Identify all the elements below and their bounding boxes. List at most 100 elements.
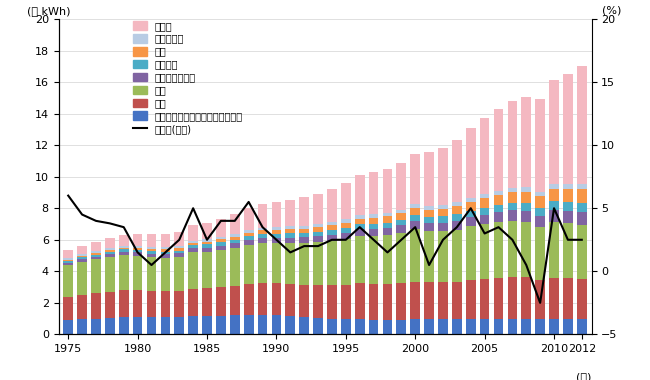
Bar — [257, 315, 267, 334]
Bar — [299, 233, 309, 238]
Bar — [452, 206, 461, 214]
増加率(右軸) — [148, 263, 155, 267]
Bar — [147, 247, 157, 249]
Bar — [493, 320, 503, 334]
Bar — [396, 225, 406, 233]
Bar — [369, 229, 378, 236]
Bar — [438, 217, 448, 223]
Bar — [77, 256, 87, 257]
Bar — [577, 318, 587, 334]
Bar — [438, 223, 448, 231]
増加率(右軸) — [217, 218, 225, 223]
Bar — [521, 211, 531, 222]
Bar — [396, 163, 406, 209]
Bar — [536, 208, 545, 216]
Bar — [105, 257, 114, 292]
Bar — [355, 236, 365, 283]
Bar — [327, 318, 337, 334]
Bar — [188, 245, 198, 249]
Bar — [133, 248, 142, 250]
Bar — [424, 223, 434, 231]
Bar — [161, 249, 170, 252]
Bar — [77, 262, 87, 295]
増加率(右軸) — [245, 200, 253, 204]
Bar — [563, 184, 573, 189]
Bar — [161, 252, 170, 254]
Bar — [424, 231, 434, 282]
Bar — [313, 242, 323, 285]
Bar — [63, 250, 73, 258]
Bar — [285, 238, 295, 243]
Bar — [133, 234, 142, 246]
Bar — [202, 244, 212, 247]
Bar — [188, 252, 198, 289]
Bar — [202, 252, 212, 288]
Bar — [438, 209, 448, 217]
増加率(右軸) — [439, 238, 447, 242]
Bar — [341, 233, 351, 239]
Bar — [521, 192, 531, 203]
増加率(右軸) — [287, 250, 294, 255]
Bar — [549, 210, 559, 222]
Bar — [327, 241, 337, 285]
増加率(右軸) — [328, 238, 336, 242]
増加率(右軸) — [176, 238, 183, 242]
Bar — [521, 187, 531, 192]
Bar — [355, 229, 365, 236]
Bar — [230, 234, 240, 237]
Bar — [77, 257, 87, 259]
Bar — [257, 238, 267, 243]
Bar — [508, 203, 517, 211]
Bar — [396, 209, 406, 213]
Bar — [119, 290, 129, 317]
Bar — [63, 263, 73, 265]
Bar — [230, 243, 240, 248]
Bar — [480, 215, 489, 224]
Text: (兆 kWh): (兆 kWh) — [27, 6, 70, 16]
Bar — [536, 192, 545, 196]
Bar — [536, 216, 545, 227]
増加率(右軸) — [550, 206, 558, 211]
Bar — [272, 238, 281, 243]
Bar — [313, 285, 323, 318]
Bar — [493, 109, 503, 191]
Bar — [508, 221, 517, 277]
Bar — [410, 221, 420, 229]
Bar — [285, 200, 295, 226]
増加率(右軸) — [425, 263, 433, 267]
Bar — [230, 315, 240, 334]
Bar — [133, 246, 142, 248]
Bar — [466, 202, 476, 211]
増加率(右軸) — [384, 250, 391, 255]
Bar — [244, 236, 254, 240]
Bar — [341, 183, 351, 219]
Bar — [285, 233, 295, 238]
Bar — [424, 210, 434, 217]
増加率(右軸) — [120, 225, 127, 230]
Bar — [230, 248, 240, 285]
増加率(右軸) — [397, 238, 405, 242]
Bar — [105, 252, 114, 254]
増加率(右軸) — [578, 238, 586, 242]
Bar — [480, 194, 489, 198]
Bar — [341, 285, 351, 320]
Bar — [119, 245, 129, 247]
Bar — [257, 283, 267, 315]
Bar — [563, 189, 573, 202]
Bar — [452, 214, 461, 221]
Bar — [313, 194, 323, 224]
Line: 増加率(右軸): 増加率(右軸) — [68, 196, 582, 303]
Bar — [188, 243, 198, 245]
Bar — [299, 226, 309, 229]
Bar — [536, 227, 545, 280]
Bar — [452, 140, 461, 202]
Bar — [91, 253, 101, 255]
Bar — [549, 278, 559, 318]
Bar — [216, 316, 226, 334]
Bar — [174, 253, 184, 257]
Bar — [119, 249, 129, 252]
Text: (%): (%) — [602, 6, 621, 16]
Bar — [493, 205, 503, 212]
Bar — [466, 198, 476, 202]
Bar — [272, 202, 281, 227]
